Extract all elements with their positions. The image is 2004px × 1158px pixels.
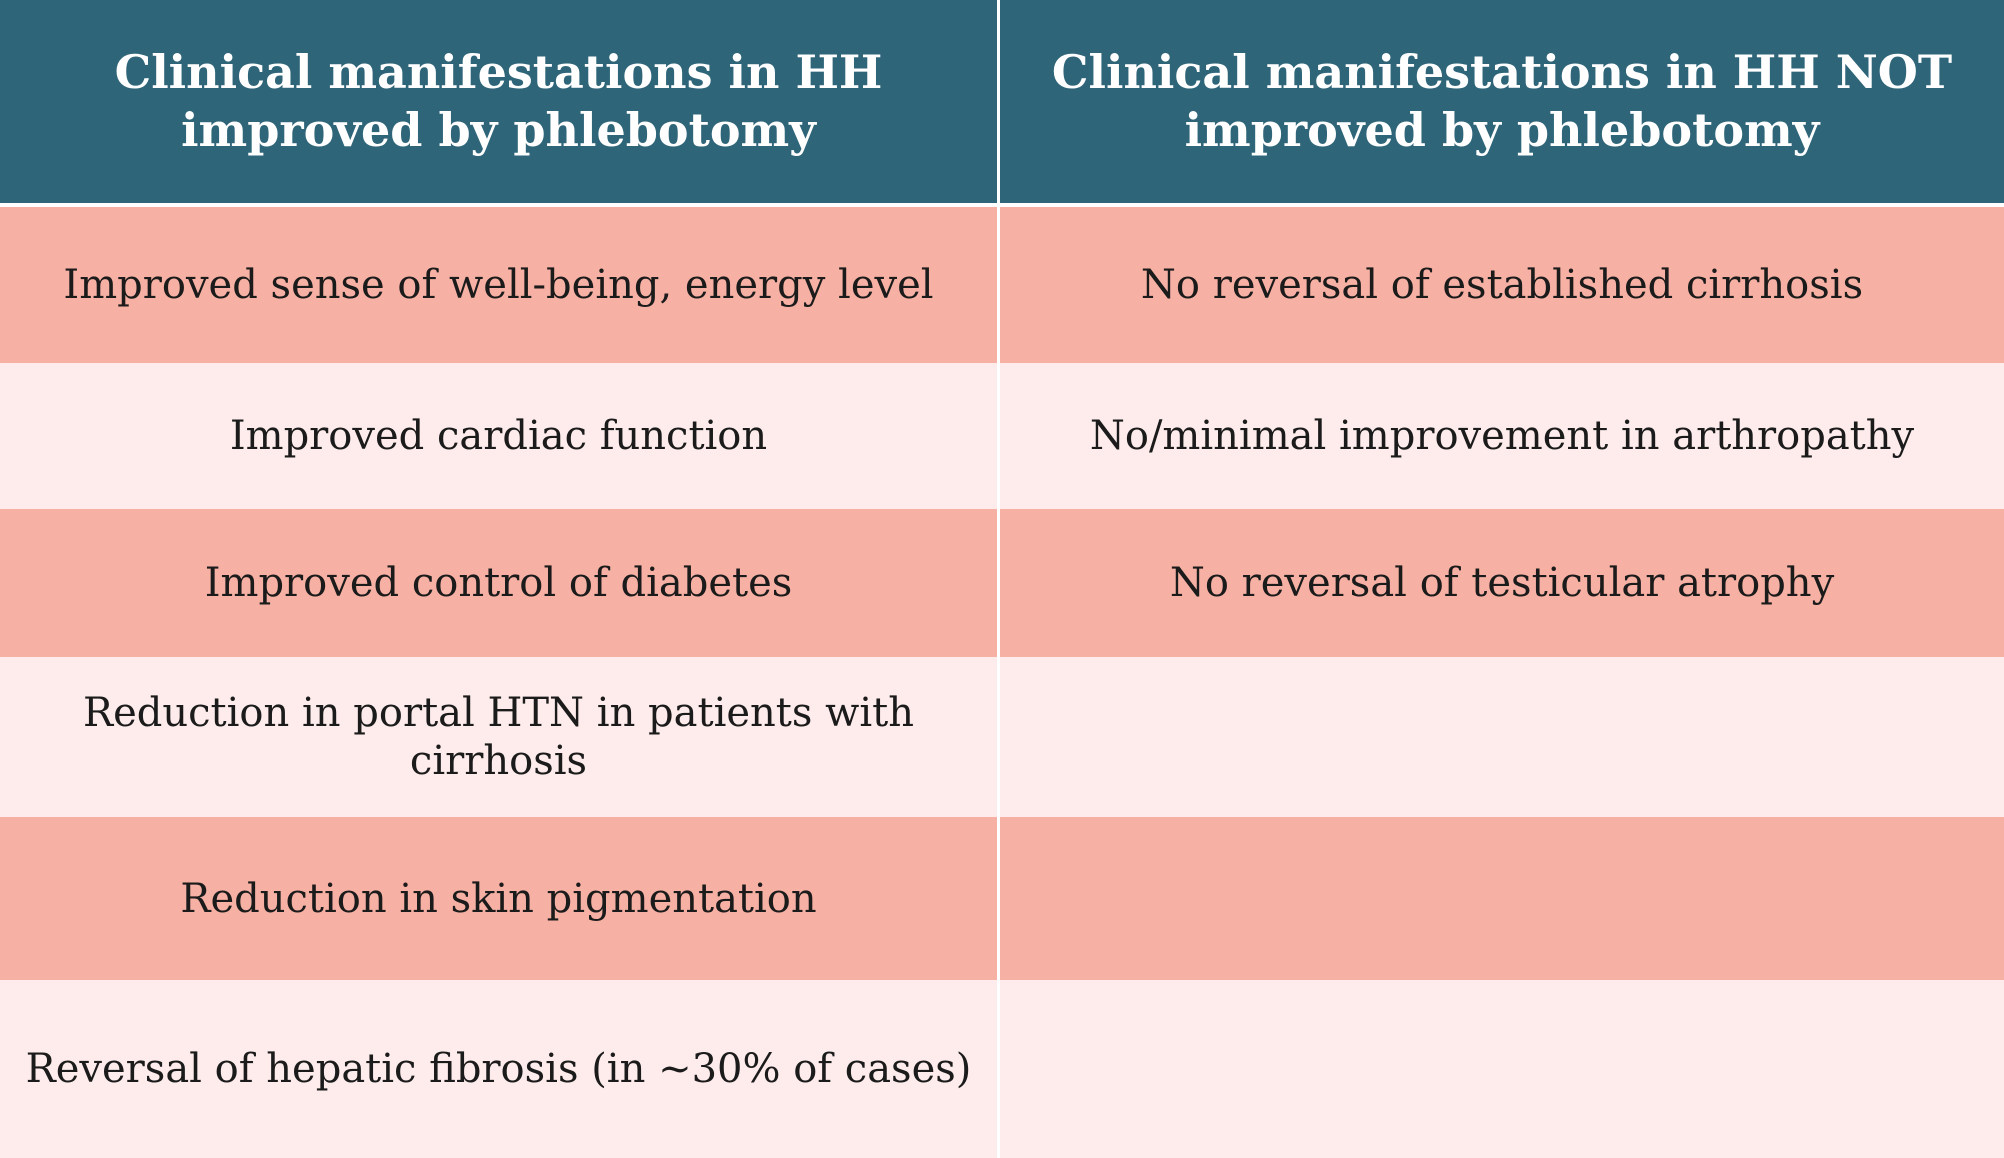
table-row: Reduction in skin pigmentation [0,817,2004,980]
improved-cell: Improved cardiac function [0,363,1000,509]
not-improved-cell [1000,980,2004,1158]
not-improved-cell: No reversal of testicular atrophy [1000,509,2004,657]
improved-cell: Improved control of diabetes [0,509,1000,657]
table-header-row: Clinical manifestations in HH improved b… [0,0,2004,207]
table-row: Reversal of hepatic fibrosis (in ~30% of… [0,980,2004,1158]
table-row: Improved control of diabetes No reversal… [0,509,2004,657]
table-row: Improved cardiac function No/minimal imp… [0,363,2004,509]
not-improved-cell [1000,657,2004,817]
header-not-improved: Clinical manifestations in HH NOT improv… [1000,0,2004,203]
improved-cell: Reduction in portal HTN in patients with… [0,657,1000,817]
header-improved: Clinical manifestations in HH improved b… [0,0,1000,203]
not-improved-cell: No/minimal improvement in arthropathy [1000,363,2004,509]
not-improved-cell [1000,817,2004,980]
improved-cell: Reduction in skin pigmentation [0,817,1000,980]
table-row: Improved sense of well-being, energy lev… [0,207,2004,363]
improved-cell: Reversal of hepatic fibrosis (in ~30% of… [0,980,1000,1158]
improved-cell: Improved sense of well-being, energy lev… [0,207,1000,363]
table-row: Reduction in portal HTN in patients with… [0,657,2004,817]
not-improved-cell: No reversal of established cirrhosis [1000,207,2004,363]
